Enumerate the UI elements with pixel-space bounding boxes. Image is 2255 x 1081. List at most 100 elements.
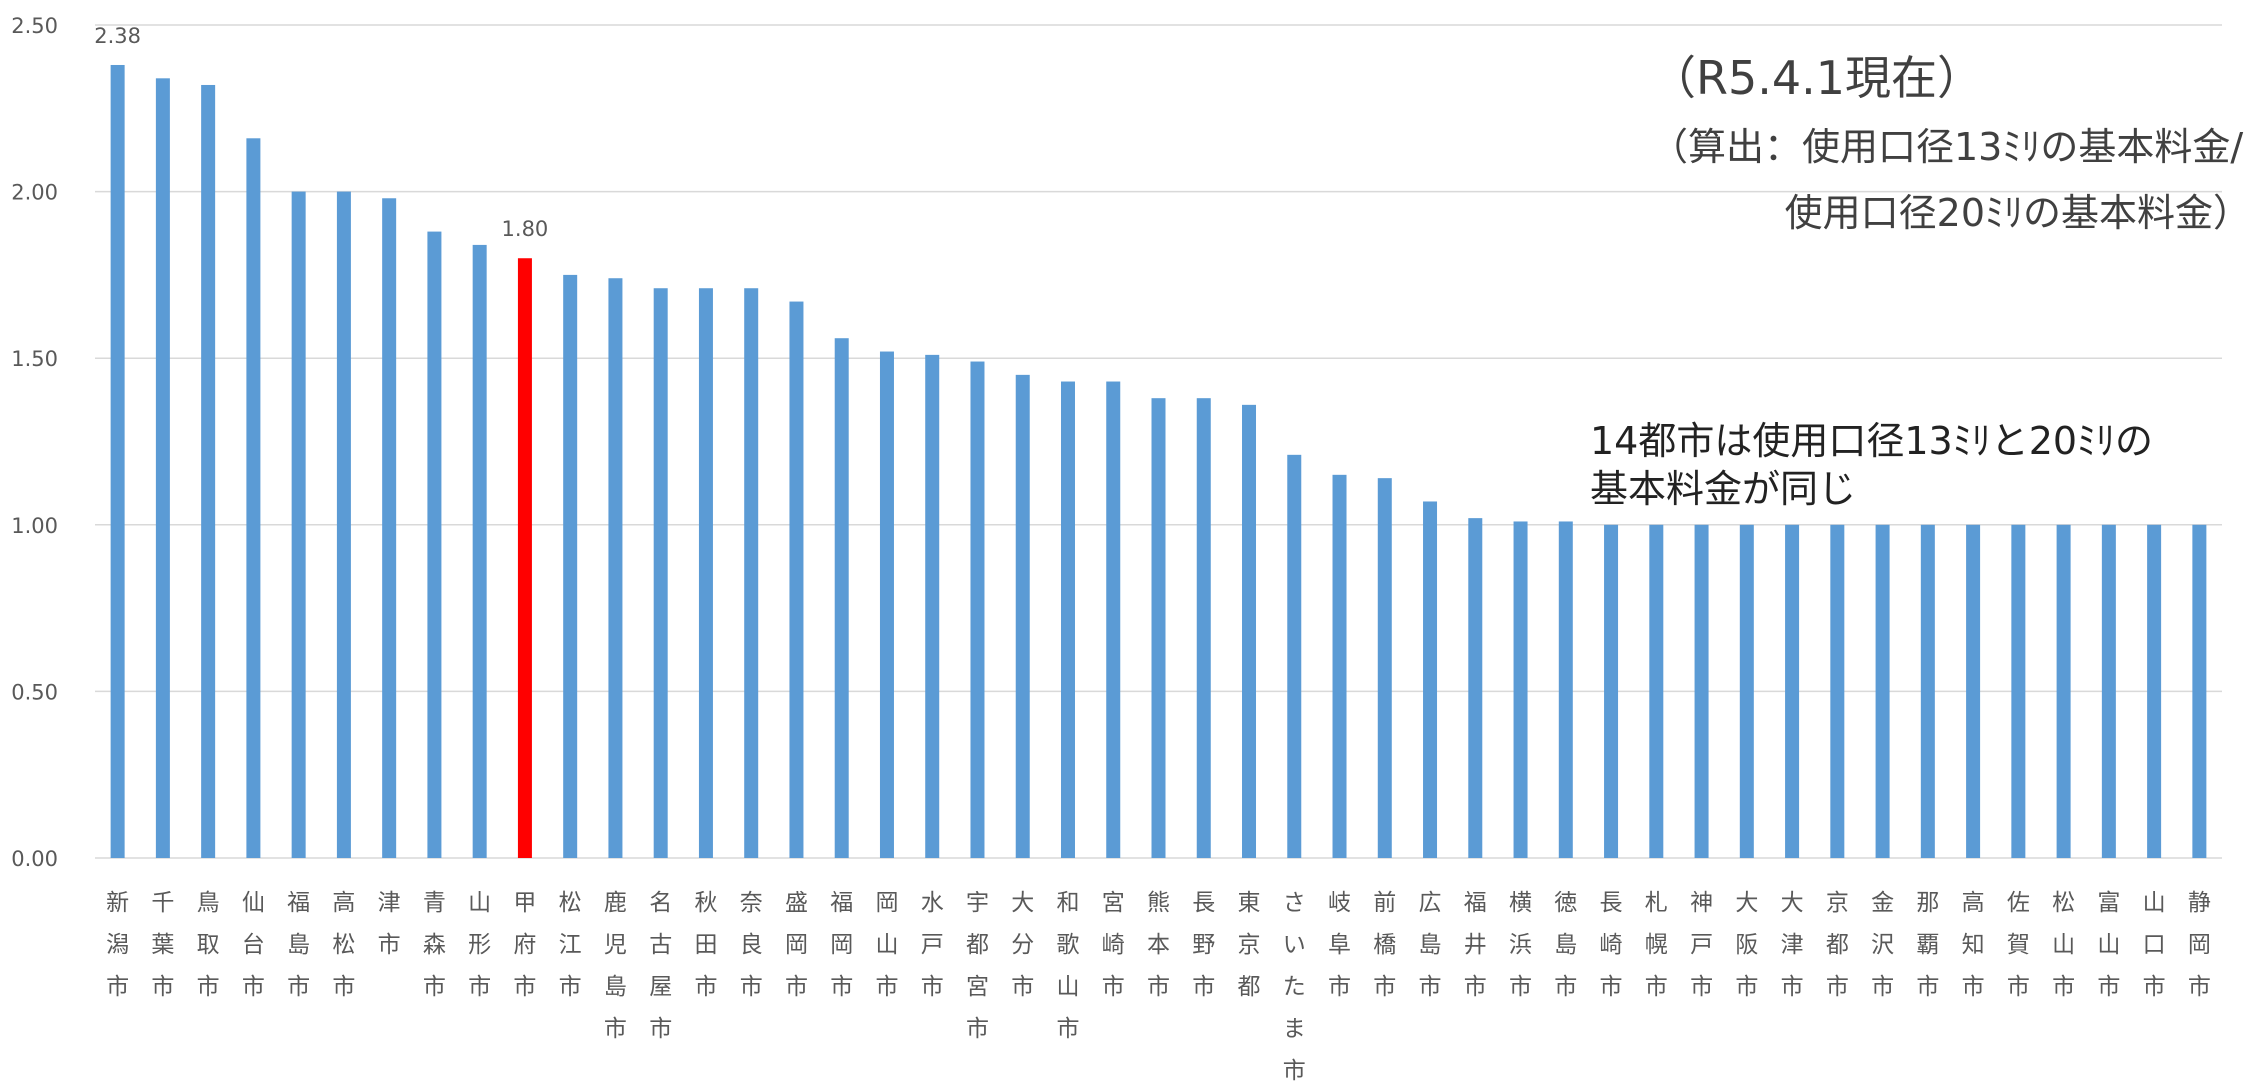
x-tick-label: 奈 [740, 890, 763, 916]
x-tick-label: 戸 [921, 932, 944, 958]
x-tick-label: 千 [151, 890, 174, 916]
x-tick-label: 児 [604, 932, 627, 958]
x-tick-label: 松 [2052, 890, 2075, 916]
y-axis-tick-labels: 0.00 0.50 1.00 1.50 2.00 2.50 [11, 14, 58, 871]
x-tick-label: 大 [1011, 890, 1034, 916]
bar [1196, 398, 1211, 858]
bar [698, 288, 713, 858]
x-tick-label: 水 [921, 890, 944, 916]
equal-fee-note-line-1: 14都市は使用口径13ﾐﾘと20ﾐﾘの [1590, 419, 2154, 463]
y-tick-label: 1.00 [11, 514, 58, 538]
x-tick-label: 島 [1554, 932, 1577, 958]
x-tick-label: 市 [1871, 974, 1894, 1000]
x-tick-label: 市 [1509, 974, 1532, 1000]
x-tick-label: 市 [1826, 974, 1849, 1000]
x-tick-label: 市 [830, 974, 853, 1000]
x-tick-label: 阜 [1328, 932, 1351, 958]
x-tick-label: 市 [1056, 1016, 1079, 1042]
bar [1060, 381, 1075, 858]
bar [2192, 524, 2207, 858]
x-tick-label: 津 [378, 890, 401, 916]
x-tick-label: 市 [1690, 974, 1713, 1000]
x-tick-label: 広 [1419, 890, 1442, 916]
x-tick-label: 市 [785, 974, 808, 1000]
x-tick-label: 台 [242, 932, 265, 958]
x-tick-label: 松 [559, 890, 582, 916]
x-tick-label: 市 [1781, 974, 1804, 1000]
x-tick-label: 佐 [2007, 890, 2030, 916]
bar [1649, 524, 1664, 858]
bar [834, 338, 849, 858]
x-tick-label: 福 [830, 890, 853, 916]
x-tick-label: 形 [468, 932, 491, 958]
bar [246, 138, 261, 859]
x-tick-label: 知 [1962, 932, 1985, 958]
x-tick-label: 山 [1056, 974, 1079, 1000]
data-label: 1.80 [502, 217, 549, 241]
x-tick-label: ま [1283, 1016, 1306, 1042]
x-tick-label: 那 [1916, 890, 1939, 916]
x-tick-label: 宮 [1102, 890, 1125, 916]
x-tick-label: 市 [1419, 974, 1442, 1000]
x-tick-label: 市 [875, 974, 898, 1000]
x-tick-label: 市 [694, 974, 717, 1000]
x-tick-label: 市 [1600, 974, 1623, 1000]
x-tick-label: 覇 [1916, 932, 1939, 958]
x-tick-label: 市 [1962, 974, 1985, 1000]
x-tick-label: 東 [1238, 890, 1261, 916]
x-tick-label: 市 [1464, 974, 1487, 1000]
x-tick-label: 田 [694, 932, 717, 958]
x-tick-label: 鳥 [197, 890, 220, 916]
x-tick-label: 市 [197, 974, 220, 1000]
x-tick-label: 岡 [875, 890, 898, 916]
bar [653, 288, 668, 858]
bar [1513, 521, 1528, 858]
x-tick-label: 山 [2143, 890, 2166, 916]
x-tick-label: い [1283, 932, 1306, 958]
x-tick-label: 浜 [1509, 932, 1532, 958]
x-tick-label: 津 [1781, 932, 1804, 958]
bar [2011, 524, 2026, 858]
x-tick-label: 島 [604, 974, 627, 1000]
x-tick-label: 市 [513, 974, 536, 1000]
formula-note-line-1: （算出：使用口径13ﾐﾘの基本料金/ [1650, 125, 2244, 169]
bar [382, 198, 397, 858]
x-tick-label: 市 [106, 974, 129, 1000]
x-tick-label: 市 [1373, 974, 1396, 1000]
x-tick-label: 岡 [785, 932, 808, 958]
x-tick-label: 本 [1147, 932, 1170, 958]
x-tick-label: 長 [1600, 890, 1623, 916]
x-tick-label: 市 [1916, 974, 1939, 1000]
x-tick-label: 市 [559, 974, 582, 1000]
x-tick-label: 大 [1781, 890, 1804, 916]
bar [2056, 524, 2071, 858]
bar [970, 361, 985, 858]
x-tick-label: 市 [604, 1016, 627, 1042]
x-tick-label: 森 [423, 932, 446, 958]
bar [608, 278, 623, 858]
bar [427, 231, 442, 859]
x-tick-label: 取 [197, 932, 220, 958]
bars [110, 64, 2207, 859]
x-tick-label: 金 [1871, 890, 1894, 916]
x-tick-label: 長 [1192, 890, 1215, 916]
x-tick-label: 前 [1373, 890, 1396, 916]
x-tick-label: 島 [1419, 932, 1442, 958]
x-tick-label: 沢 [1871, 932, 1894, 958]
bar [201, 84, 216, 858]
bar [1875, 524, 1890, 858]
x-tick-label: 市 [287, 974, 310, 1000]
equal-fee-note-line-2: 基本料金が同じ [1590, 467, 1857, 511]
x-tick-label: 岡 [2188, 932, 2211, 958]
x-tick-label: 戸 [1690, 932, 1713, 958]
x-tick-label: 市 [423, 974, 446, 1000]
x-tick-label: 市 [1328, 974, 1351, 1000]
bar [1287, 454, 1302, 858]
x-tick-label: 古 [649, 932, 672, 958]
bar [517, 258, 532, 858]
x-tick-label: 良 [740, 932, 763, 958]
bar [1558, 521, 1573, 858]
bar [1015, 374, 1030, 858]
data-labels: 2.38 1.80 [94, 24, 548, 241]
